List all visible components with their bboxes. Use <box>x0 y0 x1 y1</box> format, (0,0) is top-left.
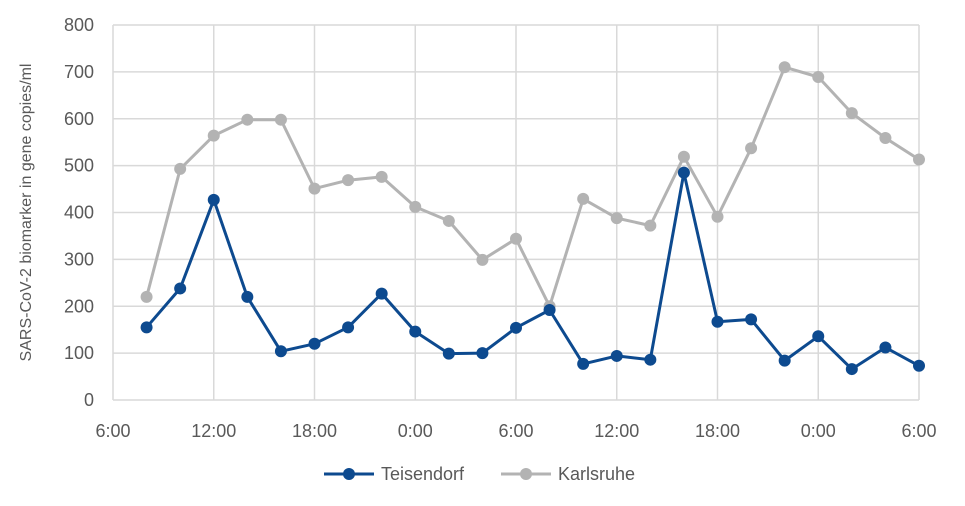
x-tick-label: 12:00 <box>594 421 639 441</box>
data-point <box>677 166 690 179</box>
data-point <box>543 304 556 316</box>
series-lines <box>140 61 925 376</box>
data-point <box>778 61 791 74</box>
y-tick-label: 100 <box>64 343 94 363</box>
y-tick-label: 600 <box>64 109 94 129</box>
data-point <box>241 290 254 303</box>
data-point <box>577 192 590 205</box>
data-point <box>476 253 489 266</box>
x-tick-label: 18:00 <box>292 421 337 441</box>
data-point <box>677 150 690 163</box>
y-axis-label: SARS-CoV-2 biomarker in gene copies/ml <box>18 64 35 362</box>
data-point <box>644 219 657 232</box>
data-point <box>140 321 153 334</box>
data-point <box>476 347 489 360</box>
legend-marker <box>520 468 532 480</box>
x-tick-label: 18:00 <box>695 421 740 441</box>
y-tick-label: 0 <box>84 390 94 410</box>
y-tick-label: 500 <box>64 156 94 176</box>
data-point <box>409 325 422 338</box>
data-point <box>577 357 590 370</box>
data-point <box>812 330 825 343</box>
y-tick-label: 200 <box>64 296 94 316</box>
data-point <box>375 287 388 300</box>
x-tick-label: 6:00 <box>498 421 533 441</box>
data-point <box>711 210 724 223</box>
data-point <box>241 113 254 126</box>
x-tick-label: 0:00 <box>801 421 836 441</box>
x-tick-label: 6:00 <box>901 421 936 441</box>
legend-item-karlsruhe: Karlsruhe <box>501 464 635 484</box>
x-axis-tick-labels: 6:00 12:00 18:00 0:00 6:00 12:00 18:00 0:00 6:00 <box>95 421 936 441</box>
data-point <box>745 142 758 155</box>
data-point <box>711 315 724 328</box>
y-tick-label: 400 <box>64 203 94 223</box>
data-point <box>174 162 187 175</box>
y-tick-label: 800 <box>64 15 94 35</box>
data-point <box>342 321 355 334</box>
legend: Teisendorf Karlsruhe <box>324 464 635 484</box>
data-point <box>778 354 791 367</box>
data-point <box>879 341 892 354</box>
data-point <box>442 214 455 227</box>
data-point <box>879 131 892 144</box>
data-point <box>207 193 220 206</box>
legend-item-teisendorf: Teisendorf <box>324 464 465 484</box>
data-point <box>510 321 522 334</box>
series-teisendorf <box>140 166 925 376</box>
data-point <box>845 363 858 376</box>
x-tick-label: 12:00 <box>191 421 236 441</box>
data-point <box>745 313 758 326</box>
data-point <box>308 182 321 195</box>
series-karlsruhe <box>140 61 925 313</box>
data-point <box>342 174 355 187</box>
series-line <box>145 65 920 308</box>
data-point <box>610 349 623 362</box>
gridlines <box>112 24 920 401</box>
legend-marker <box>343 468 355 480</box>
data-point <box>140 290 153 303</box>
data-point <box>274 113 287 126</box>
data-point <box>510 232 522 245</box>
data-point <box>207 129 220 142</box>
data-point <box>174 282 187 295</box>
data-point <box>442 347 455 360</box>
data-point <box>409 200 422 213</box>
data-point <box>913 153 925 166</box>
data-point <box>644 353 657 366</box>
x-tick-label: 6:00 <box>95 421 130 441</box>
data-point <box>812 71 825 84</box>
data-point <box>375 170 388 183</box>
y-tick-label: 700 <box>64 62 94 82</box>
data-point <box>913 359 925 372</box>
legend-label: Teisendorf <box>381 464 465 484</box>
legend-label: Karlsruhe <box>558 464 635 484</box>
series-line <box>145 171 920 371</box>
data-point <box>274 345 287 358</box>
x-tick-label: 0:00 <box>398 421 433 441</box>
data-point <box>308 337 321 350</box>
y-tick-label: 300 <box>64 249 94 269</box>
data-point <box>845 107 858 120</box>
y-axis-tick-labels: 0 100 200 300 400 500 600 700 800 <box>64 15 94 410</box>
data-point <box>610 212 623 225</box>
